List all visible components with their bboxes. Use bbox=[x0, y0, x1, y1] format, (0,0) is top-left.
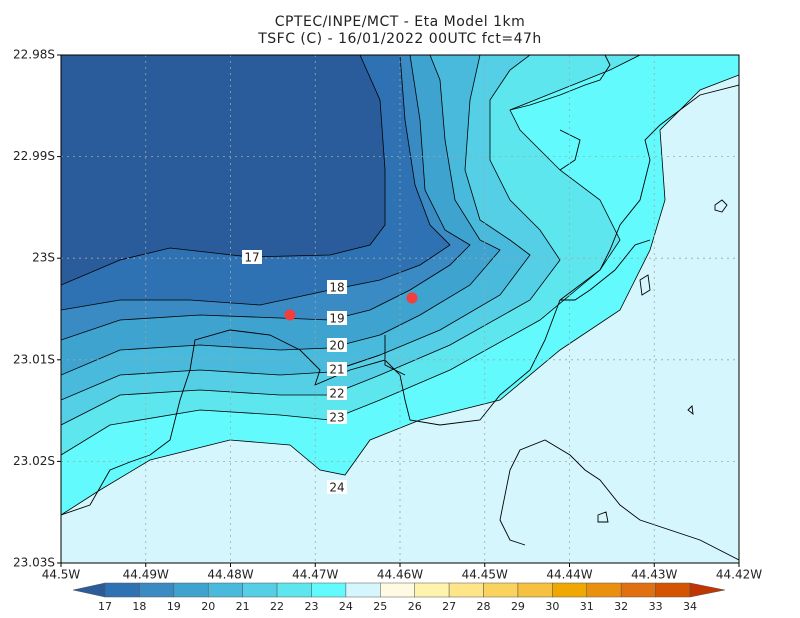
colorbar-box bbox=[380, 582, 415, 598]
y-tick-label: 23.01S bbox=[13, 352, 55, 366]
plot-area: 17 18 19 20 21 22 23 24 bbox=[61, 55, 739, 563]
contour-label: 23 bbox=[329, 411, 344, 425]
colorbar-label: 19 bbox=[167, 600, 181, 613]
colorbar-box bbox=[345, 582, 381, 598]
x-tick-label: 44.45W bbox=[462, 568, 508, 582]
axes: 44.5W 44.49W 44.48W 44.47W 44.46W 44.45W 44.44… bbox=[13, 48, 762, 582]
island bbox=[597, 199, 728, 523]
y-tick-label: 22.98S bbox=[13, 48, 55, 62]
contour-labels: 17 18 19 20 21 22 23 24 bbox=[242, 250, 347, 495]
colorbar-box bbox=[620, 582, 656, 598]
colorbar-box bbox=[173, 582, 209, 598]
contour-label: 20 bbox=[329, 339, 344, 353]
y-tick-label: 23.03S bbox=[13, 556, 55, 570]
coastline bbox=[499, 439, 739, 561]
contour-label: 22 bbox=[329, 387, 344, 401]
y-tick-label: 22.99S bbox=[13, 149, 55, 163]
grid bbox=[61, 55, 739, 563]
colorbar-box bbox=[311, 582, 347, 598]
x-tick-label: 44.42W bbox=[716, 568, 762, 582]
colorbar-label: 28 bbox=[477, 600, 491, 613]
location-marker bbox=[406, 292, 418, 304]
contour-label-box bbox=[327, 280, 347, 294]
colorbar-label: 26 bbox=[408, 600, 422, 613]
colorbar-box bbox=[448, 582, 484, 598]
colorbar-box bbox=[414, 582, 450, 598]
location-marker bbox=[284, 309, 296, 321]
contour-label: 18 bbox=[329, 281, 344, 295]
x-tick-label: 44.46W bbox=[377, 568, 423, 582]
colorbar-box bbox=[242, 582, 278, 598]
colorbar-box bbox=[552, 582, 588, 598]
contour-label: 19 bbox=[329, 312, 344, 326]
y-tick-label: 23S bbox=[32, 251, 55, 265]
colorbar-label: 34 bbox=[683, 600, 697, 613]
colorbar-label: 22 bbox=[270, 600, 284, 613]
x-tick-label: 44.44W bbox=[546, 568, 592, 582]
y-tick-label: 23.02S bbox=[13, 454, 55, 468]
x-tick-label: 44.43W bbox=[631, 568, 677, 582]
colorbar-box bbox=[276, 582, 312, 598]
contour-label: 21 bbox=[329, 363, 344, 377]
colorbar-label: 31 bbox=[580, 600, 594, 613]
colorbar-box bbox=[207, 582, 243, 598]
colorbar-box bbox=[586, 582, 622, 598]
colorbar-arrow bbox=[689, 582, 726, 598]
colorbar-label: 18 bbox=[132, 600, 146, 613]
colorbar-label: 23 bbox=[304, 600, 318, 613]
contour-label-box bbox=[327, 311, 347, 325]
colorbar-label: 20 bbox=[201, 600, 215, 613]
colorbar-label: 17 bbox=[98, 600, 112, 613]
colorbar-label: 33 bbox=[649, 600, 663, 613]
chart-title: CPTEC/INPE/MCT - Eta Model 1km bbox=[275, 14, 526, 30]
contour-label-box bbox=[327, 386, 347, 400]
x-tick-label: 44.5W bbox=[42, 568, 81, 582]
coastline bbox=[61, 84, 739, 516]
x-tick-label: 44.48W bbox=[207, 568, 253, 582]
colorbar-box bbox=[139, 582, 175, 598]
colorbar-label: 24 bbox=[339, 600, 353, 613]
colorbar-box bbox=[104, 582, 140, 598]
colorbar-box bbox=[483, 582, 519, 598]
contour-label: 24 bbox=[329, 481, 344, 495]
coastline bbox=[334, 55, 651, 376]
colorbar-label: 29 bbox=[511, 600, 525, 613]
contour-label-box bbox=[327, 338, 347, 352]
colorbar-box bbox=[655, 582, 691, 598]
contour-label-box bbox=[327, 410, 347, 424]
x-tick-label: 44.49W bbox=[123, 568, 169, 582]
contour-label-box bbox=[242, 250, 262, 264]
colorbar-label: 30 bbox=[545, 600, 559, 613]
contour-fill bbox=[61, 55, 386, 286]
colorbar-label: 27 bbox=[442, 600, 456, 613]
chart-subtitle: TSFC (C) - 16/01/2022 00UTC fct=47h bbox=[257, 31, 542, 47]
contour-label-box bbox=[327, 362, 347, 376]
contour-label-box bbox=[327, 480, 347, 494]
colorbar-arrow bbox=[72, 582, 106, 598]
colorbar: 17 18 19 20 21 22 23 24 25 26 27 28 29 30 31 32 33 34 bbox=[72, 582, 726, 613]
contour-label: 17 bbox=[244, 251, 259, 265]
colorbar-box bbox=[517, 582, 553, 598]
colorbar-label: 21 bbox=[236, 600, 250, 613]
colorbar-label: 25 bbox=[373, 600, 387, 613]
colorbar-label: 32 bbox=[614, 600, 628, 613]
x-tick-label: 44.47W bbox=[292, 568, 338, 582]
